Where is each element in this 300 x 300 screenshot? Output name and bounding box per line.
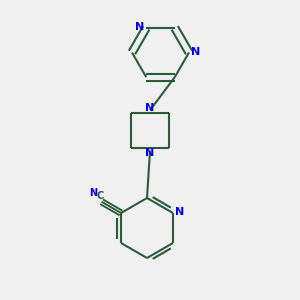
Text: C: C bbox=[96, 191, 104, 201]
Text: N: N bbox=[191, 46, 200, 57]
Text: N: N bbox=[146, 148, 154, 158]
Text: N: N bbox=[135, 22, 144, 32]
Text: N: N bbox=[175, 207, 184, 217]
Text: N: N bbox=[146, 103, 154, 113]
Text: N: N bbox=[89, 188, 98, 199]
